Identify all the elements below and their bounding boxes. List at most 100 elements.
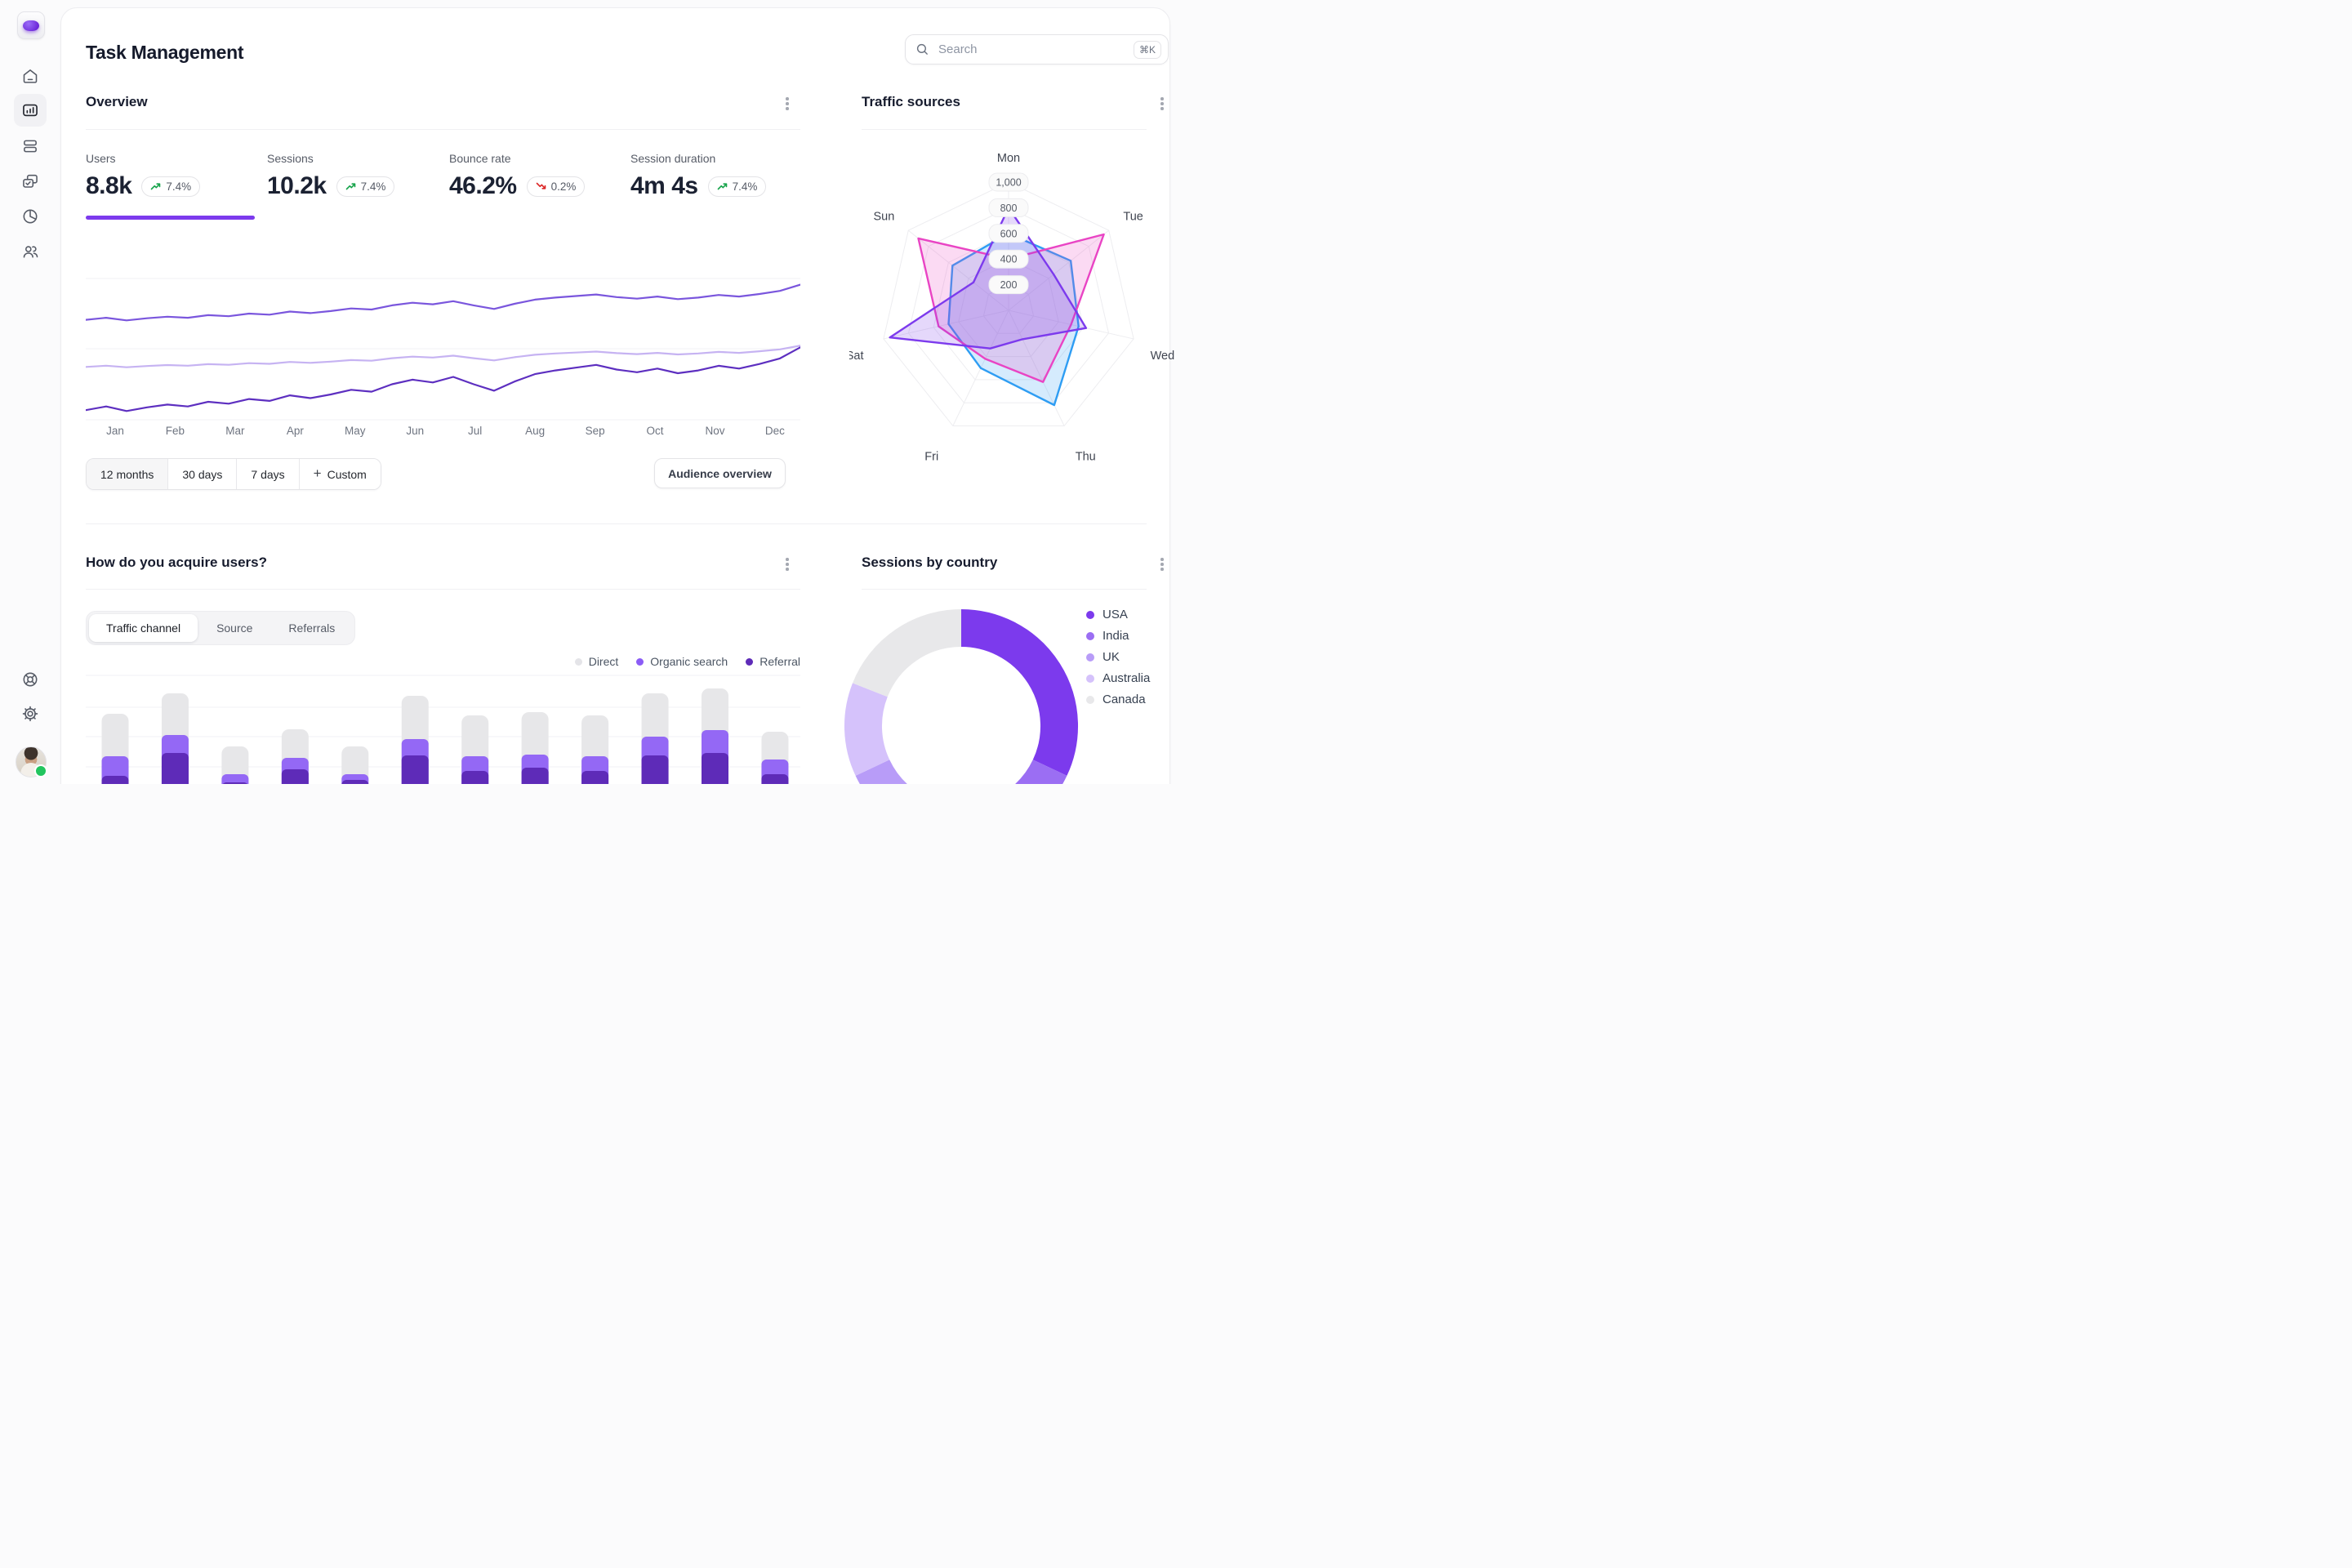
legend-item[interactable]: Direct	[574, 655, 618, 668]
user-avatar[interactable]	[16, 746, 47, 777]
traffic-sources-divider	[862, 129, 1147, 130]
radar-axis-label: Thu	[1076, 451, 1096, 464]
kpi-value: 8.8k	[86, 172, 132, 199]
sidebar-item-settings[interactable]	[14, 697, 47, 730]
sidebar-item-analytics[interactable]	[14, 94, 47, 127]
overview-divider	[86, 129, 800, 130]
kpi-active-indicator	[86, 216, 255, 220]
legend-item[interactable]: India	[1086, 629, 1150, 643]
sessions-by-country-menu-button[interactable]	[1153, 554, 1171, 575]
range-30-days[interactable]: 30 days	[168, 459, 238, 489]
tab-source[interactable]: Source	[199, 614, 270, 642]
search-icon	[916, 43, 928, 55]
sidebar-item-team[interactable]	[14, 235, 47, 268]
legend-item[interactable]: Organic search	[636, 655, 728, 668]
month-label: Jun	[406, 425, 425, 437]
radar-axis-label: Sat	[849, 350, 864, 363]
kpi-users[interactable]: Users 8.8k 7.4%	[86, 152, 255, 220]
sidebar-item-tasks[interactable]	[14, 165, 47, 198]
legend-item[interactable]: Referral	[746, 655, 800, 668]
legend-item[interactable]: USA	[1086, 608, 1150, 621]
legend-dot	[574, 657, 582, 666]
kpi-label: Users	[86, 152, 116, 165]
traffic-sources-heading: Traffic sources	[862, 94, 960, 109]
legend-dot	[636, 657, 644, 666]
settings-icon	[22, 706, 38, 722]
acquisition-bar-chart	[86, 675, 800, 784]
overview-line-chart	[86, 278, 800, 421]
svg-text:600: 600	[1000, 228, 1018, 239]
svg-text:1,000: 1,000	[996, 177, 1021, 189]
kpi-delta-badge: 7.4%	[336, 176, 395, 197]
sidebar-item-reports[interactable]	[14, 200, 47, 233]
month-label: Mar	[225, 425, 245, 437]
app-logo[interactable]	[17, 11, 45, 39]
overview-menu-button[interactable]	[778, 93, 796, 114]
kpi-delta-badge: 7.4%	[707, 176, 767, 197]
rows-icon	[24, 140, 37, 153]
svg-text:800: 800	[1000, 203, 1018, 214]
page-title: Task Management	[86, 42, 244, 64]
acquisition-menu-button[interactable]	[778, 554, 796, 575]
month-label: Oct	[646, 425, 664, 437]
kpi-bounce-rate[interactable]: Bounce rate 46.2% 0.2%	[449, 152, 618, 200]
main-card	[60, 7, 1170, 784]
search-box[interactable]: ⌘K	[905, 34, 1169, 65]
kpi-session-duration[interactable]: Session duration 4m 4s 7.4%	[630, 152, 800, 200]
kpi-sessions[interactable]: Sessions 10.2k 7.4%	[267, 152, 436, 200]
overview-heading: Overview	[86, 94, 148, 109]
logo-blob-icon	[23, 20, 39, 31]
kpi-delta-badge: 0.2%	[526, 176, 586, 197]
kpi-value: 10.2k	[267, 172, 327, 199]
dashboard-page: Task Management ⌘K Overview Users 8.8k 7…	[0, 0, 1176, 784]
legend-item[interactable]: Australia	[1086, 671, 1150, 685]
month-label: Aug	[525, 425, 546, 437]
sidebar-item-boards[interactable]	[14, 130, 47, 163]
traffic-sources-radar-chart: 200 400 600 800 1,000 Mon Tue Wed Thu Fri Sat Sun	[849, 152, 1174, 464]
tab-traffic-channel[interactable]: Traffic channel	[89, 614, 198, 642]
radar-axis-label: Sun	[873, 211, 894, 224]
radar-axis-label: Mon	[997, 152, 1020, 165]
tasks-icon	[23, 174, 38, 188]
month-label: Nov	[705, 425, 725, 437]
online-status-dot	[34, 764, 47, 777]
sidebar-item-help[interactable]	[14, 663, 47, 696]
month-label: Sep	[585, 425, 605, 437]
svg-text:200: 200	[1000, 279, 1018, 291]
date-range-group: 12 months 30 days 7 days + Custom	[86, 458, 381, 490]
legend-item[interactable]: Canada	[1086, 693, 1150, 706]
pie-chart-icon	[23, 209, 38, 224]
month-label: May	[345, 425, 366, 437]
tab-referrals[interactable]: Referrals	[271, 614, 352, 642]
users-icon	[23, 246, 38, 258]
legend-item[interactable]: UK	[1086, 650, 1150, 664]
month-label: Feb	[165, 425, 185, 437]
legend-dot	[1086, 610, 1094, 619]
legend-dot	[1086, 631, 1094, 640]
kpi-value: 4m 4s	[630, 172, 698, 199]
sessions-by-country-heading: Sessions by country	[862, 555, 998, 570]
traffic-sources-menu-button[interactable]	[1153, 93, 1171, 114]
bar-chart-legend: Direct Organic search Referral	[574, 655, 800, 668]
sidebar	[0, 0, 60, 784]
range-12-months[interactable]: 12 months	[87, 459, 169, 489]
kpi-label: Bounce rate	[449, 152, 511, 165]
legend-dot	[1086, 653, 1094, 662]
search-shortcut-badge: ⌘K	[1133, 40, 1161, 59]
plus-icon: +	[313, 466, 322, 481]
analytics-icon	[23, 104, 38, 117]
acquisition-heading: How do you acquire users?	[86, 555, 267, 570]
sidebar-item-home[interactable]	[14, 60, 47, 92]
line-chart-x-axis: Jan Feb Mar Apr May Jun Jul Aug Sep Oct Nov Dec	[86, 425, 800, 441]
kpi-label: Session duration	[630, 152, 716, 165]
acquisition-divider	[86, 589, 800, 590]
range-custom[interactable]: + Custom	[299, 459, 381, 489]
search-input[interactable]	[937, 42, 1126, 57]
audience-overview-button[interactable]: Audience overview	[654, 458, 786, 488]
help-icon	[23, 672, 38, 687]
acquisition-tabs: Traffic channel Source Referrals	[86, 611, 356, 645]
legend-dot	[1086, 674, 1094, 683]
kpi-label: Sessions	[267, 152, 314, 165]
month-label: Dec	[764, 425, 785, 437]
range-7-days[interactable]: 7 days	[237, 459, 300, 489]
